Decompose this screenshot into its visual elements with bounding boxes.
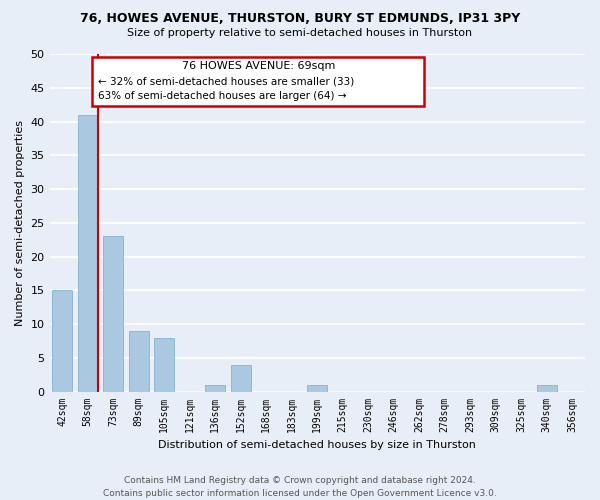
X-axis label: Distribution of semi-detached houses by size in Thurston: Distribution of semi-detached houses by … <box>158 440 476 450</box>
FancyBboxPatch shape <box>92 58 424 106</box>
Bar <box>230 364 251 392</box>
Text: 63% of semi-detached houses are larger (64) →: 63% of semi-detached houses are larger (… <box>98 91 346 101</box>
Bar <box>307 385 328 392</box>
Bar <box>536 385 557 392</box>
Text: ← 32% of semi-detached houses are smaller (33): ← 32% of semi-detached houses are smalle… <box>98 77 354 87</box>
Bar <box>77 115 98 392</box>
Bar <box>52 290 73 392</box>
Bar <box>154 338 175 392</box>
Bar <box>128 331 149 392</box>
Text: Contains HM Land Registry data © Crown copyright and database right 2024.
Contai: Contains HM Land Registry data © Crown c… <box>103 476 497 498</box>
Text: 76, HOWES AVENUE, THURSTON, BURY ST EDMUNDS, IP31 3PY: 76, HOWES AVENUE, THURSTON, BURY ST EDMU… <box>80 12 520 26</box>
Text: Size of property relative to semi-detached houses in Thurston: Size of property relative to semi-detach… <box>127 28 473 38</box>
Y-axis label: Number of semi-detached properties: Number of semi-detached properties <box>15 120 25 326</box>
Bar <box>103 236 124 392</box>
Text: 76 HOWES AVENUE: 69sqm: 76 HOWES AVENUE: 69sqm <box>182 62 335 72</box>
Bar <box>205 385 226 392</box>
